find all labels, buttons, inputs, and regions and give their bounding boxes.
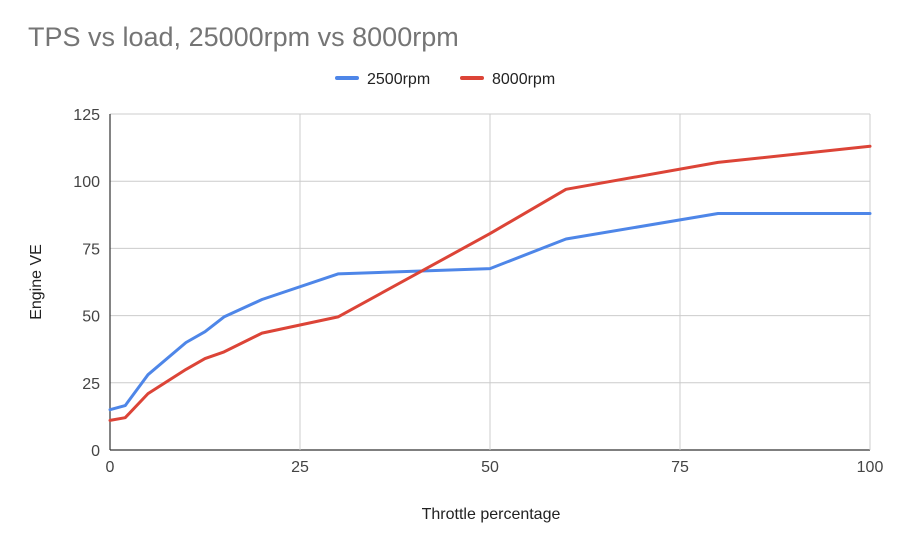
y-tick-label: 25: [82, 376, 100, 393]
x-tick-label: 50: [481, 459, 499, 476]
y-tick-label: 100: [73, 174, 100, 191]
x-tick-label: 75: [671, 459, 689, 476]
x-tick-label: 25: [291, 459, 309, 476]
x-tick-label: 100: [857, 459, 884, 476]
x-tick-label: 0: [106, 459, 115, 476]
series-line-8000rpm: [108, 144, 872, 422]
gridlines: [109, 113, 871, 451]
y-axis-label: Engine VE: [28, 244, 45, 320]
y-axis-ticks: 0 25 50 75 100 125: [73, 107, 100, 460]
series-lines: [108, 144, 872, 422]
y-tick-label: 75: [82, 241, 100, 258]
x-axis-ticks: 0 25 50 75 100: [106, 459, 884, 476]
chart-title: TPS vs load, 25000rpm vs 8000rpm: [28, 22, 459, 52]
legend-label-8000rpm: 8000rpm: [492, 71, 555, 88]
y-tick-label: 50: [82, 309, 100, 326]
y-tick-label: 125: [73, 107, 100, 124]
legend: 2500rpm 8000rpm: [335, 71, 555, 88]
legend-label-2500rpm: 2500rpm: [367, 71, 430, 88]
series-line-2500rpm: [108, 212, 872, 412]
x-axis-label: Throttle percentage: [422, 506, 561, 523]
y-tick-label: 0: [91, 443, 100, 460]
